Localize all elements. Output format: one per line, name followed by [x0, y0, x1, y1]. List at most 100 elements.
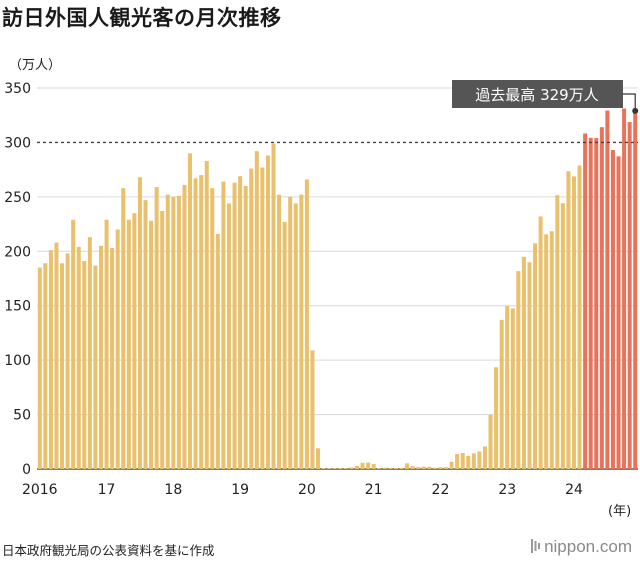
- bar-2023-06: [533, 243, 538, 469]
- bar-2023-02: [510, 308, 515, 469]
- bar-2018-03: [182, 184, 187, 469]
- x-unit-label: (年): [608, 504, 631, 519]
- bar-2017-09: [149, 220, 154, 469]
- bar-2022-11: [494, 367, 499, 469]
- bar-2017-05: [126, 219, 131, 469]
- bar-2017-08: [143, 200, 148, 469]
- annotation-leader-line: [623, 93, 636, 109]
- bar-2022-04: [455, 453, 460, 469]
- x-tick-label: 2016: [22, 482, 58, 498]
- bar-2022-08: [477, 451, 482, 469]
- brand-logo[interactable]: nippon.com: [531, 537, 632, 557]
- brand-name: nippon: [544, 537, 596, 556]
- bar-2021-07: [405, 463, 410, 469]
- bar-2016-04: [54, 242, 59, 469]
- bar-2018-05: [193, 178, 198, 469]
- brand-dot: .: [595, 537, 600, 556]
- bar-2021-05: [393, 467, 398, 469]
- brand-tld: com: [599, 537, 632, 556]
- bar-2021-08: [410, 466, 415, 469]
- bar-2016-01: [37, 267, 42, 469]
- bar-2020-01: [304, 179, 309, 469]
- y-tick-label: 250: [4, 190, 31, 206]
- bar-2019-07: [271, 143, 276, 469]
- bar-2020-09: [349, 467, 354, 469]
- x-tick-label: 19: [231, 482, 249, 498]
- y-tick-labels: 0 50 100 150 200 250 300 350: [4, 81, 31, 478]
- record-annotation: 過去最高 329万人: [452, 80, 639, 114]
- bar-2023-04: [521, 256, 526, 469]
- source-note: 日本政府観光局の公表資料を基に作成: [2, 543, 215, 558]
- bar-2023-07: [538, 216, 543, 469]
- bar-2017-04: [121, 188, 126, 469]
- bar-2023-10: [555, 195, 560, 469]
- y-tick-label: 150: [4, 299, 31, 315]
- bar-2020-03: [316, 448, 321, 469]
- bar-2021-09: [416, 467, 421, 469]
- bar-2024-04: [588, 137, 593, 469]
- bar-2019-01: [238, 176, 243, 470]
- bar-2023-01: [505, 306, 510, 469]
- x-tick-label: 21: [365, 482, 383, 498]
- bar-2021-04: [388, 467, 393, 469]
- bar-2024-08: [610, 150, 615, 470]
- x-tick-label: 20: [298, 482, 316, 498]
- bar-2023-08: [544, 234, 549, 469]
- bar-2024-05: [594, 138, 599, 469]
- bar-2021-12: [432, 467, 437, 469]
- bars: [37, 108, 638, 470]
- bar-2021-11: [427, 466, 432, 469]
- bar-2017-11: [160, 211, 165, 469]
- bar-2022-02: [444, 467, 449, 469]
- bar-2024-12: [633, 110, 638, 470]
- bar-2023-09: [549, 231, 554, 469]
- bar-2017-02: [110, 248, 115, 469]
- bar-2024-07: [605, 110, 610, 469]
- y-tick-label: 200: [4, 244, 31, 260]
- bar-2018-06: [199, 175, 204, 469]
- bar-2016-10: [87, 237, 92, 469]
- bar-2016-11: [93, 265, 98, 469]
- bar-2022-01: [438, 467, 443, 469]
- bar-2019-08: [277, 194, 282, 469]
- bar-2023-03: [516, 271, 521, 469]
- bar-2018-09: [215, 233, 220, 469]
- x-tick-labels: 2016 17 18 19 20 21 22 23 24: [22, 482, 583, 498]
- bar-2018-01: [171, 196, 176, 470]
- bar-2022-07: [471, 453, 476, 469]
- bar-2016-03: [48, 250, 53, 469]
- x-tick-label: 22: [432, 482, 450, 498]
- bar-2024-03: [583, 133, 588, 469]
- y-tick-label: 100: [4, 353, 31, 369]
- bar-2020-12: [366, 462, 371, 469]
- bar-2020-07: [338, 468, 343, 469]
- bar-2019-11: [293, 203, 298, 469]
- bar-2023-12: [566, 171, 571, 469]
- bar-2018-08: [210, 188, 215, 469]
- bar-2019-12: [299, 194, 304, 469]
- bar-2018-11: [226, 203, 231, 469]
- bar-2020-08: [343, 468, 348, 469]
- bar-2017-07: [137, 177, 142, 469]
- bar-2016-12: [98, 245, 103, 469]
- bar-2020-02: [310, 350, 315, 469]
- annotation-box: [452, 80, 623, 108]
- bar-2019-05: [260, 167, 265, 469]
- bar-2018-12: [232, 182, 237, 469]
- bar-2017-01: [104, 219, 109, 469]
- bar-2017-03: [115, 229, 120, 469]
- bar-2022-03: [449, 461, 454, 469]
- bar-2019-06: [265, 155, 270, 470]
- bar-2024-02: [577, 165, 582, 469]
- bar-2020-05: [327, 468, 332, 469]
- bar-2019-02: [243, 185, 248, 469]
- bar-2024-01: [572, 176, 577, 469]
- nippon-logo-icon: [531, 539, 541, 553]
- annotation-text: 過去最高 329万人: [475, 86, 598, 104]
- bar-2019-09: [282, 221, 287, 469]
- y-tick-label: 300: [4, 135, 31, 151]
- bar-2019-03: [249, 168, 254, 470]
- x-tick-label: 23: [498, 482, 516, 498]
- x-tick-label: 24: [565, 482, 583, 498]
